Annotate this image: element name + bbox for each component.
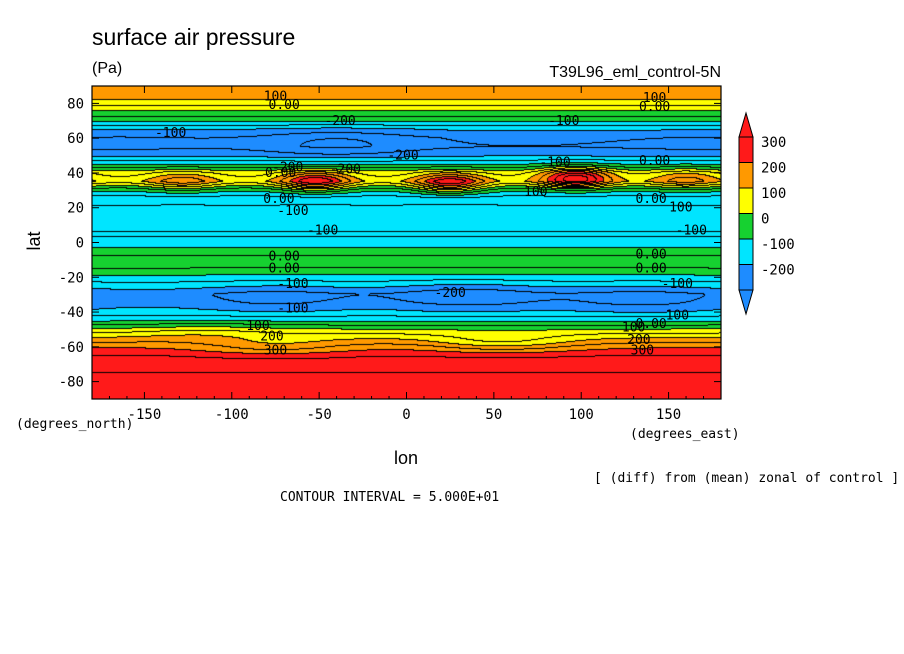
- contour-label: 300: [264, 343, 287, 358]
- contour-label: 100: [524, 185, 547, 200]
- contour-label: -200: [324, 114, 355, 129]
- contour-label: 0.00: [639, 154, 670, 169]
- colorbar-swatch: [738, 213, 754, 240]
- y-tick-label: 80: [67, 96, 84, 112]
- x-tick-label: 100: [569, 407, 594, 423]
- diff-note: [ (diff) from (mean) zonal of control ]: [594, 471, 899, 486]
- x-tick-label: 0: [402, 407, 410, 423]
- contour-label: 0.00: [269, 262, 300, 277]
- x-tick-label: 150: [656, 407, 681, 423]
- colorbar-label: 200: [761, 161, 786, 177]
- contour-label: -100: [539, 156, 570, 171]
- contour-label: -200: [435, 286, 466, 301]
- contour-label: 0.00: [269, 249, 300, 264]
- y-tick-label: 60: [67, 131, 84, 147]
- y-axis-label: lat: [24, 231, 44, 250]
- y-tick-label: 20: [67, 201, 84, 217]
- colorbar: 300 200 100 0 -100 -200: [738, 111, 795, 316]
- colorbar-swatch: [738, 136, 754, 163]
- contour-label: 100: [669, 201, 692, 216]
- contour-label: -100: [676, 223, 707, 238]
- y-unit-label: (degrees_north): [16, 417, 133, 432]
- x-tick-label: -150: [128, 407, 162, 423]
- colorbar-min-arrow: [738, 289, 754, 316]
- colorbar-label: -200: [761, 263, 795, 279]
- contour-label: -200: [387, 149, 418, 164]
- contour-interval: CONTOUR INTERVAL = 5.000E+01: [280, 490, 499, 505]
- contour-label: -100: [277, 277, 308, 292]
- contour-label: 0.00: [265, 166, 296, 181]
- contour-label: 100: [666, 309, 689, 324]
- y-tick-label: 40: [67, 166, 84, 182]
- contour-label: -200: [330, 162, 361, 177]
- contour-label: 0.00: [263, 192, 294, 207]
- contour-label: -100: [548, 114, 579, 129]
- x-tick-label: -50: [306, 407, 331, 423]
- colorbar-swatch: [738, 187, 754, 214]
- colorbar-label: 100: [761, 186, 786, 202]
- y-tick-label: -80: [59, 375, 84, 391]
- x-tick-label: -100: [215, 407, 249, 423]
- colorbar-label: -100: [761, 237, 795, 253]
- x-tick-label: 50: [485, 407, 502, 423]
- contour-label: -100: [155, 126, 186, 141]
- contour-label: 100: [622, 321, 645, 336]
- contour-label: 0.00: [635, 317, 666, 332]
- y-tick-label: 0: [76, 236, 84, 252]
- colorbar-max-arrow: [738, 111, 754, 138]
- contour-label: 0.00: [635, 192, 666, 207]
- colorbar-swatch: [738, 238, 754, 265]
- y-tick-label: -20: [59, 270, 84, 286]
- chart-title: surface air pressure: [92, 24, 295, 50]
- heatmap-field: [92, 86, 721, 399]
- x-axis-label: lon: [394, 448, 418, 468]
- contour-label: -100: [277, 204, 308, 219]
- contour-label: -200: [272, 161, 303, 176]
- units-label: (Pa): [92, 60, 122, 77]
- contour-label: 200: [627, 333, 650, 348]
- contour-label: 0.00: [635, 248, 666, 263]
- contour-label: 100: [643, 91, 666, 106]
- contour-label: 100: [264, 89, 287, 104]
- contour-label: -100: [662, 277, 693, 292]
- colorbar-swatch: [738, 264, 754, 291]
- colorbar-label: 300: [761, 135, 786, 151]
- run-label: T39L96_eml_control-5N: [549, 64, 721, 81]
- contour-label: 0.00: [269, 98, 300, 113]
- y-tick-label: -60: [59, 340, 84, 356]
- y-tick-label: -40: [59, 305, 84, 321]
- x-unit-label: (degrees_east): [630, 427, 740, 442]
- x-axis: -150 -100 -50 0 50 100 150: [108, 86, 705, 423]
- contour-label: -100: [307, 223, 338, 238]
- colorbar-swatch: [738, 162, 754, 189]
- contour-label: -100: [277, 302, 308, 317]
- contour-label: 0.00: [635, 262, 666, 277]
- contour-label: 200: [260, 329, 283, 344]
- colorbar-label: 0: [761, 212, 769, 228]
- contour-label: 0.00: [639, 100, 670, 115]
- contour-label: 300: [631, 343, 654, 358]
- contour-label: 100: [246, 319, 269, 334]
